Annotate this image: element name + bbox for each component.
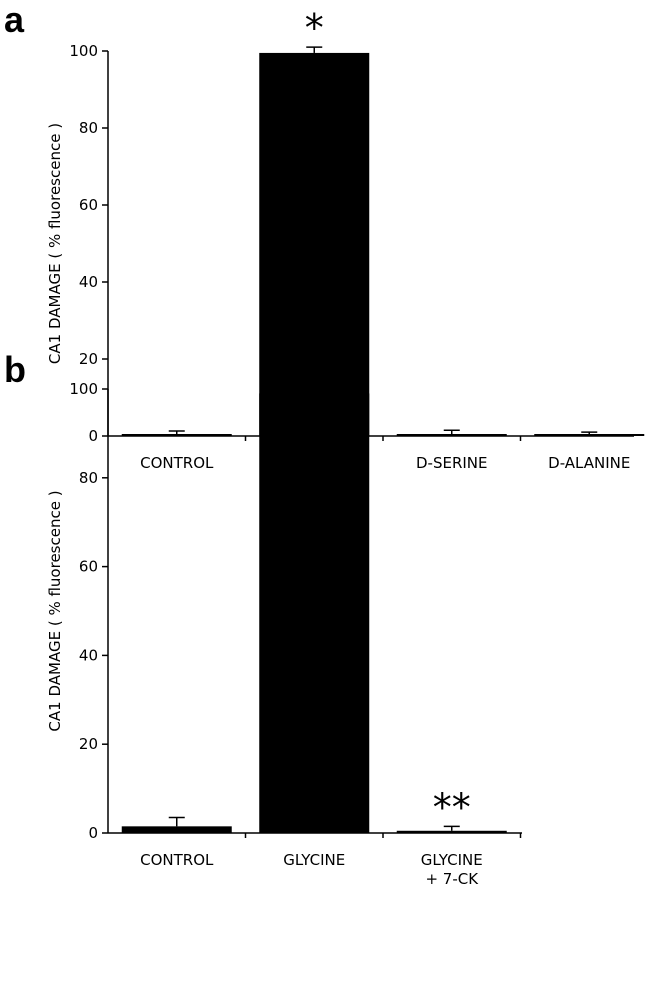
- panel-a-y-tick-label: 80: [79, 119, 98, 137]
- panel-a-y-tick-label: 60: [79, 196, 98, 214]
- panel-b-bar: [396, 830, 507, 833]
- panel-a-letter: a: [4, 0, 25, 40]
- panel-a-y-tick-label: 0: [88, 427, 98, 445]
- panel-a-bar: [534, 434, 645, 436]
- panel-a-category-label: D-ALANINE: [548, 454, 630, 472]
- panel-b-category-label: + 7-CK: [425, 870, 479, 888]
- panel-b-y-axis-label: CA1 DAMAGE ( % fluorescence ): [46, 490, 64, 731]
- panel-a-bar: [396, 434, 507, 436]
- panel-b-y-tick-label: 20: [79, 735, 98, 753]
- panel-a-y-tick-label: 100: [69, 42, 98, 60]
- panel-b-significance-marker: *: [305, 341, 324, 385]
- panel-a-significance-marker: *: [305, 6, 324, 50]
- panel-a-bar: [121, 434, 232, 436]
- panel-a-category-label: D-SERINE: [416, 454, 488, 472]
- panel-b-y-tick-label: 80: [79, 469, 98, 487]
- panel-a-category-label: CONTROL: [140, 454, 214, 472]
- panel-b-y-tick-label: 40: [79, 646, 98, 664]
- panel-a-y-tick-label: 40: [79, 273, 98, 291]
- panel-b-y-tick-label: 60: [79, 558, 98, 576]
- panel-b-bar: [259, 393, 370, 833]
- panel-b-bar: [121, 826, 232, 833]
- panel-b-category-label: GLYCINE: [421, 851, 483, 869]
- panel-a-y-tick-label: 20: [79, 350, 98, 368]
- panel-b-category-label: GLYCINE: [283, 851, 345, 869]
- panel-b-letter: b: [4, 349, 26, 390]
- panel-b-y-tick-label: 0: [88, 824, 98, 842]
- panel-b-y-tick-label: 100: [69, 380, 98, 398]
- panel-a-y-axis-label: CA1 DAMAGE ( % fluorescence ): [46, 123, 64, 364]
- panel-b-significance-marker: **: [433, 785, 471, 829]
- panel-a-bar: [259, 52, 370, 437]
- panel-b-category-label: CONTROL: [140, 851, 214, 869]
